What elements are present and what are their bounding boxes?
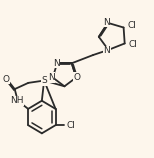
- Text: Cl: Cl: [127, 21, 136, 30]
- Text: S: S: [41, 76, 47, 85]
- Text: NH: NH: [10, 96, 24, 105]
- Text: N: N: [103, 18, 110, 27]
- Text: Cl: Cl: [128, 40, 137, 49]
- Text: O: O: [2, 75, 9, 83]
- Text: N: N: [53, 59, 60, 68]
- Text: O: O: [73, 73, 80, 82]
- Text: N: N: [48, 73, 55, 82]
- Text: N: N: [103, 46, 110, 55]
- Text: Cl: Cl: [66, 121, 75, 130]
